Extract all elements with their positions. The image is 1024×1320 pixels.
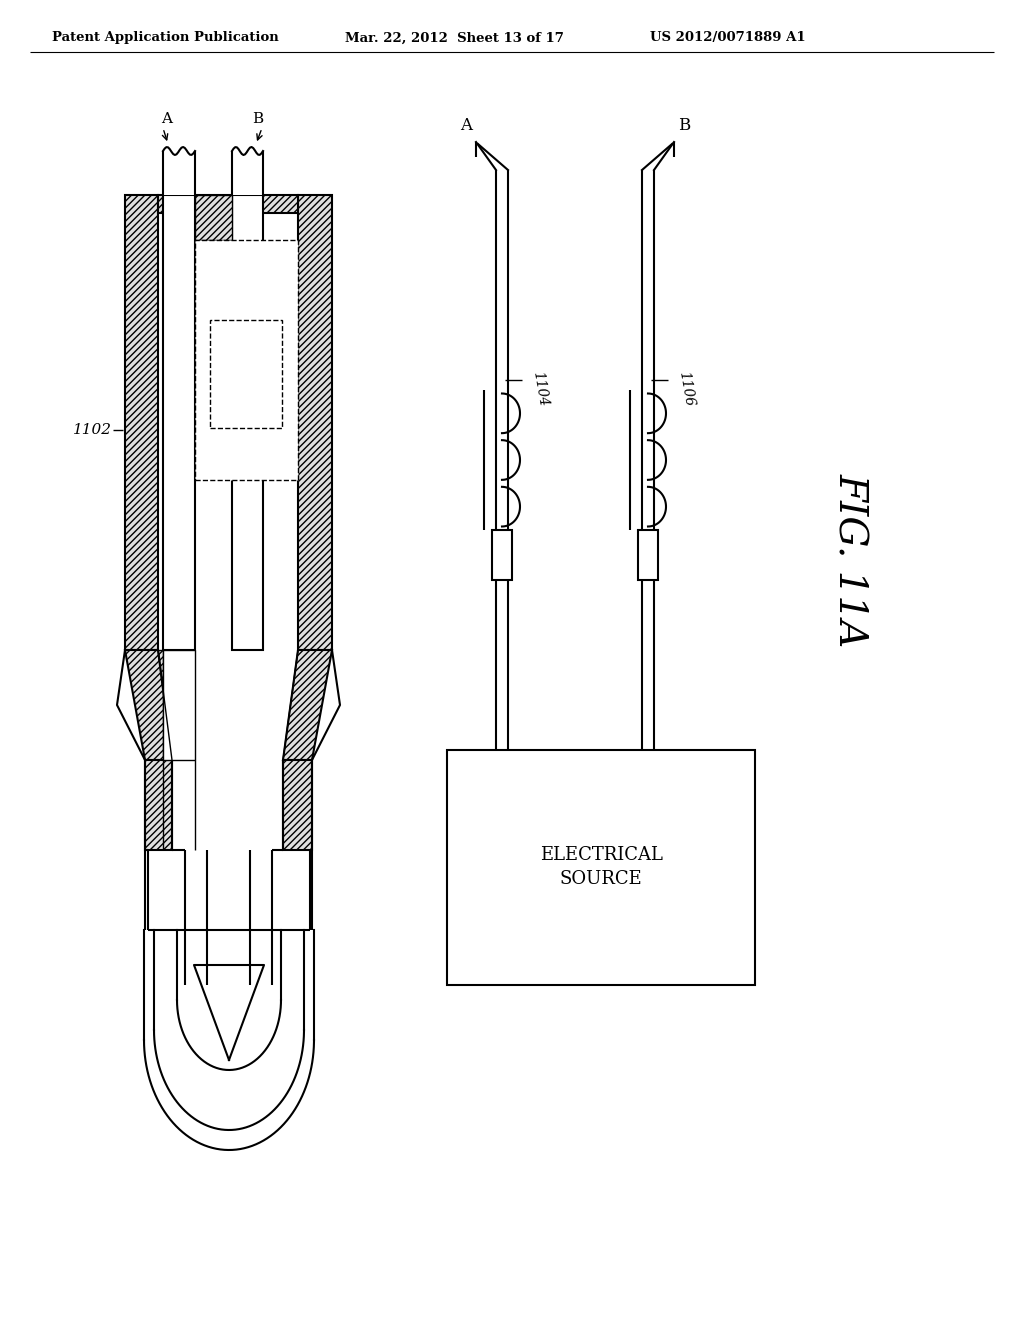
Text: Patent Application Publication: Patent Application Publication (52, 32, 279, 45)
Bar (163, 195, 195, 649)
Text: B: B (253, 112, 263, 125)
Text: A: A (460, 117, 472, 135)
Text: 1106: 1106 (676, 370, 696, 408)
Text: 1102: 1102 (73, 422, 112, 437)
Polygon shape (283, 760, 312, 850)
Bar (232, 148, 263, 195)
Bar (638, 531, 658, 579)
Polygon shape (158, 649, 172, 760)
Text: 1104: 1104 (530, 370, 550, 408)
Text: B: B (678, 117, 690, 135)
Text: FIG. 11A: FIG. 11A (831, 473, 868, 647)
Polygon shape (125, 195, 158, 649)
Bar (210, 319, 282, 428)
Polygon shape (298, 195, 332, 649)
Bar (492, 531, 512, 579)
Bar (163, 649, 195, 760)
Text: SOURCE: SOURCE (560, 870, 642, 888)
Bar (195, 240, 298, 480)
Text: ELECTRICAL: ELECTRICAL (540, 846, 663, 865)
Bar (163, 148, 195, 195)
Bar (232, 195, 263, 649)
Text: Mar. 22, 2012  Sheet 13 of 17: Mar. 22, 2012 Sheet 13 of 17 (345, 32, 564, 45)
Text: A: A (162, 112, 172, 125)
Polygon shape (145, 760, 172, 850)
Bar (447, 750, 755, 985)
Polygon shape (283, 649, 332, 760)
Text: US 2012/0071889 A1: US 2012/0071889 A1 (650, 32, 806, 45)
Bar (158, 195, 298, 649)
Bar (177, 931, 281, 1001)
Polygon shape (158, 195, 298, 213)
Polygon shape (125, 649, 172, 760)
Bar (195, 195, 232, 240)
